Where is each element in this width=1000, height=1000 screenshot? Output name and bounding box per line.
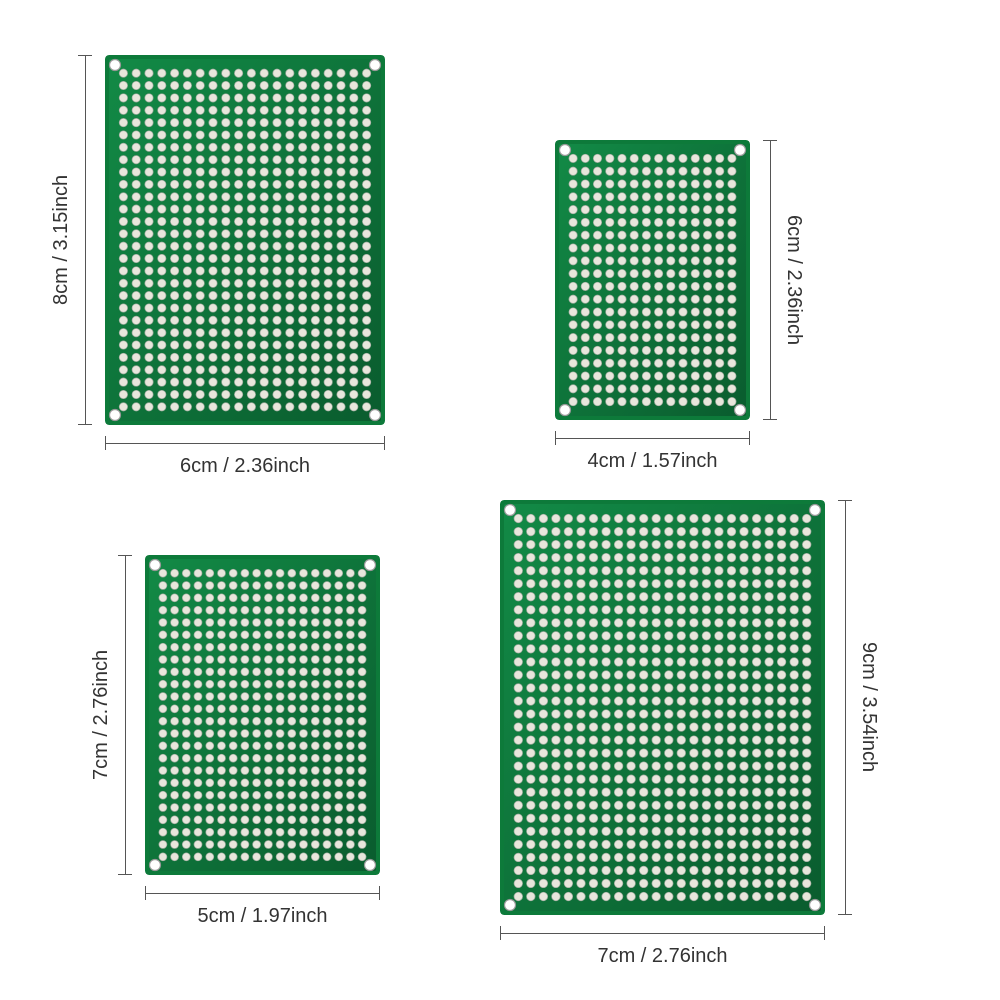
board-7x9-height-label: 9cm / 3.54inch xyxy=(857,500,880,915)
board-5x7-group: 5cm / 1.97inch7cm / 2.76inch xyxy=(145,555,380,875)
board-5x7-width-line xyxy=(145,893,380,894)
board-6x8-height-label: 8cm / 3.15inch xyxy=(50,55,73,425)
board-4x6-height-line xyxy=(770,140,771,420)
board-5x7-height-line xyxy=(125,555,126,875)
board-5x7 xyxy=(145,555,380,875)
board-4x6-group: 4cm / 1.57inch6cm / 2.36inch xyxy=(555,140,750,420)
board-4x6 xyxy=(555,140,750,420)
board-7x9 xyxy=(500,500,825,915)
board-6x8-group: 6cm / 2.36inch8cm / 3.15inch xyxy=(105,55,385,425)
board-7x9-width-label: 7cm / 2.76inch xyxy=(500,945,825,968)
board-7x9-group: 7cm / 2.76inch9cm / 3.54inch xyxy=(500,500,825,915)
board-6x8-width-label: 6cm / 2.36inch xyxy=(105,455,385,478)
board-5x7-height-label: 7cm / 2.76inch xyxy=(90,555,113,875)
board-4x6-height-label: 6cm / 2.36inch xyxy=(782,140,805,420)
board-6x8-height-line xyxy=(85,55,86,425)
board-7x9-width-line xyxy=(500,933,825,934)
board-7x9-height-line xyxy=(845,500,846,915)
board-6x8 xyxy=(105,55,385,425)
board-4x6-width-line xyxy=(555,438,750,439)
board-5x7-width-label: 5cm / 1.97inch xyxy=(145,905,380,928)
board-6x8-width-line xyxy=(105,443,385,444)
board-4x6-width-label: 4cm / 1.57inch xyxy=(555,450,750,473)
